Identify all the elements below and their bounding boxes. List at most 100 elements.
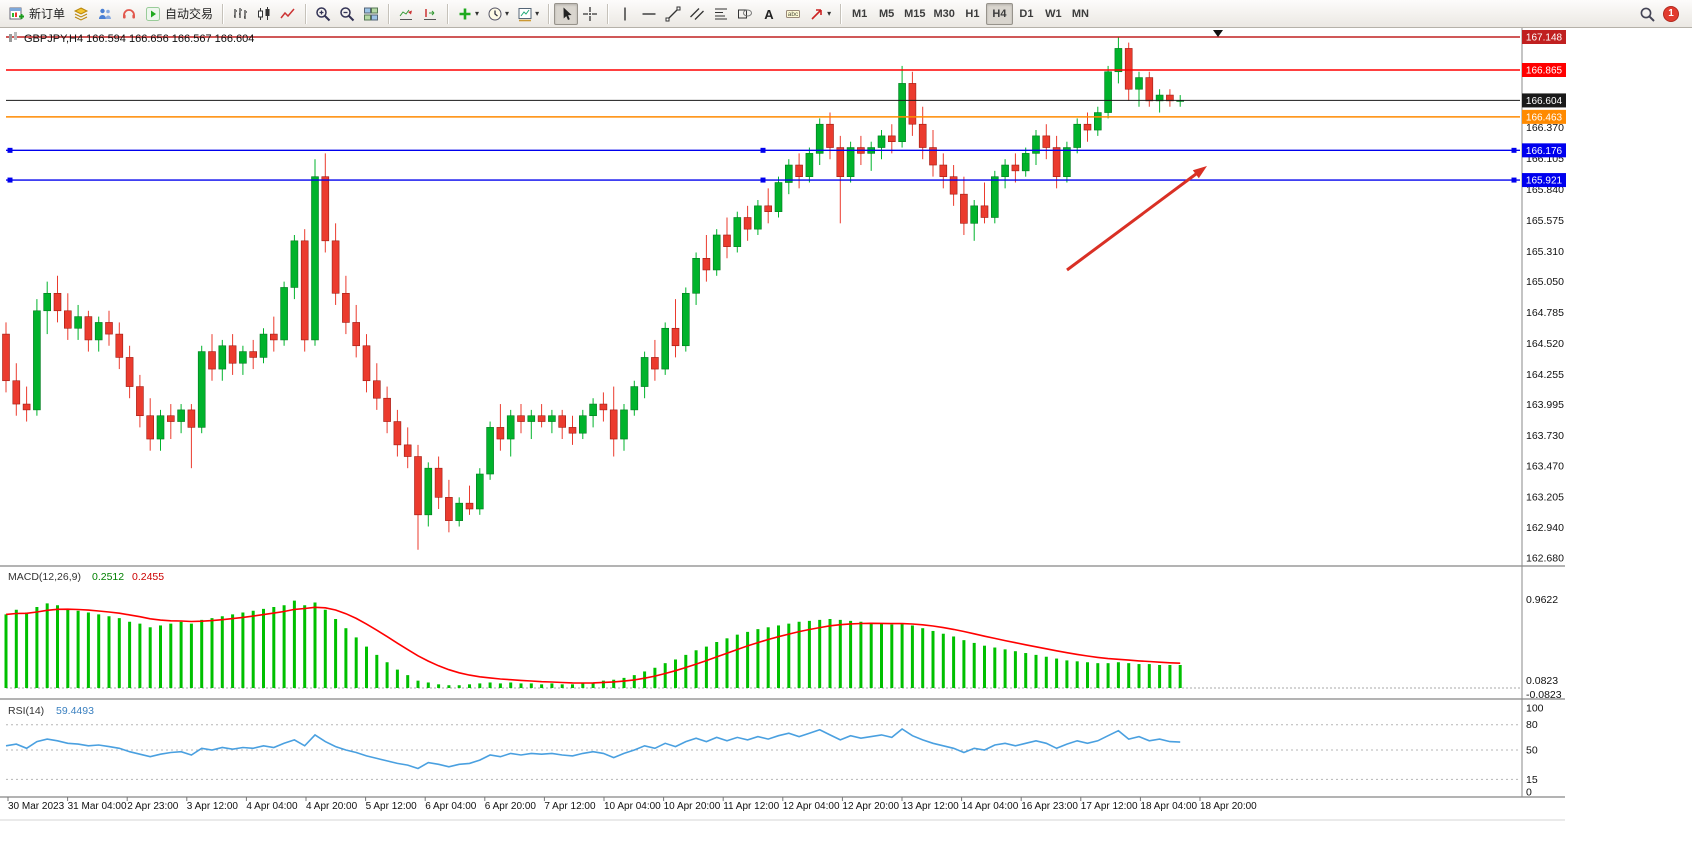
price-tick-label: 166.370 — [1526, 122, 1564, 134]
macd-axis-max: 0.9622 — [1526, 594, 1558, 606]
time-axis-label: 13 Apr 12:00 — [902, 801, 959, 812]
shapes-icon — [737, 6, 753, 22]
time-axis-label: 18 Apr 04:00 — [1140, 801, 1197, 812]
arrow-obj-icon — [809, 6, 825, 22]
chart-shift-button[interactable] — [418, 3, 442, 25]
linechart-icon — [280, 6, 296, 22]
trend-arrow-annotation[interactable] — [1066, 166, 1207, 272]
timeframe-m15-button[interactable]: M15 — [904, 7, 926, 20]
price-tick-label: 162.940 — [1526, 522, 1564, 534]
chart-window[interactable]: GBPJPY,H4 166.594 166.656 166.567 166.60… — [0, 28, 1692, 851]
timeframe-m1-button[interactable]: M1 — [851, 7, 868, 20]
time-axis-label: 12 Apr 20:00 — [842, 801, 899, 812]
cursor-button[interactable] — [554, 2, 579, 25]
timeframe-h1-button[interactable]: H1 — [965, 7, 980, 20]
time-axis-label: 31 Mar 04:00 — [68, 801, 127, 812]
timeframe-m30-button[interactable]: M30 — [933, 7, 955, 20]
line-handle[interactable] — [7, 147, 13, 153]
line-handle[interactable] — [760, 147, 766, 153]
channel-button[interactable] — [685, 3, 709, 25]
macd-histogram — [4, 600, 1182, 688]
toolbar-separator — [607, 3, 609, 24]
price-lines[interactable] — [6, 36, 1520, 183]
new-order-button[interactable]: 新订单 — [5, 3, 69, 25]
rsi-axis-label: 80 — [1526, 719, 1538, 731]
macd-axis-mid: 0.0823 — [1526, 675, 1558, 687]
layers-button[interactable] — [69, 3, 93, 25]
zoom-out-button[interactable] — [335, 3, 359, 25]
search-icon[interactable] — [1639, 6, 1655, 22]
price-badge-label: 166.604 — [1526, 96, 1563, 107]
rsi-axis-label: 50 — [1526, 745, 1538, 757]
text-icon: A — [761, 6, 777, 22]
time-axis-label: 17 Apr 12:00 — [1081, 801, 1138, 812]
indicators-button[interactable]: ▾ — [453, 3, 483, 25]
templates-button[interactable]: ▾ — [513, 3, 543, 25]
rsi-label: RSI(14) — [8, 705, 44, 717]
timeframe-mn-button[interactable]: MN — [1071, 7, 1089, 20]
time-axis-label: 6 Apr 20:00 — [485, 801, 537, 812]
price-tick-label: 164.520 — [1526, 338, 1564, 350]
timeframe-m5-button[interactable]: M5 — [878, 7, 895, 20]
auto-scroll-button[interactable] — [394, 3, 418, 25]
people-icon — [97, 6, 113, 22]
auto-trading-button[interactable]: 自动交易 — [141, 3, 217, 25]
bar-chart-button[interactable] — [228, 3, 252, 25]
toolbar-separator — [548, 3, 550, 24]
shapes-button[interactable] — [733, 3, 757, 25]
tile-windows-button[interactable] — [359, 3, 383, 25]
candlestick-chart-button[interactable] — [252, 3, 276, 25]
fibonacci-button[interactable] — [709, 3, 733, 25]
rsi-axis-label: 100 — [1526, 703, 1544, 715]
timeframe-w1-button[interactable]: W1 — [1045, 7, 1062, 20]
label-icon: abc — [785, 6, 801, 22]
chart-canvas[interactable]: GBPJPY,H4 166.594 166.656 166.567 166.60… — [0, 28, 1692, 851]
zoom-out-icon — [339, 6, 355, 22]
time-axis-label: 4 Apr 20:00 — [306, 801, 358, 812]
line-handle[interactable] — [7, 177, 13, 183]
macd-header: MACD(12,26,9) 0.2512 0.2455 0.9622 0.0823 -0.… — [8, 571, 1562, 701]
notification-badge[interactable]: 1 — [1663, 5, 1679, 22]
fibo-icon — [713, 6, 729, 22]
line-handle[interactable] — [760, 177, 766, 183]
dropdown-caret-icon: ▾ — [505, 9, 510, 18]
line-chart-button[interactable] — [276, 3, 300, 25]
rsi-line — [5, 728, 1181, 770]
zoom-in-button[interactable] — [311, 3, 335, 25]
trendline-button[interactable] — [661, 3, 685, 25]
channel-icon — [689, 6, 705, 22]
crosshair-icon — [582, 6, 598, 22]
toolbar-separator — [222, 3, 224, 24]
text-button[interactable]: A — [757, 3, 781, 25]
time-axis-label: 10 Apr 20:00 — [664, 801, 721, 812]
autoscroll-icon — [398, 6, 414, 22]
support-button[interactable] — [117, 3, 141, 25]
timeframe-d1-button[interactable]: D1 — [1019, 7, 1034, 20]
time-axis: 30 Mar 2023 31 Mar 04:00 2 Apr 23:00 3 Apr … — [7, 797, 1257, 812]
horizontal-line-button[interactable] — [637, 3, 661, 25]
rsi-header: RSI(14) 59.4493 100 80 50 150 — [8, 703, 1544, 799]
new-order-button-label: 新订单 — [29, 7, 66, 21]
arrows-button[interactable]: ▾ — [805, 3, 835, 25]
timeframe-h4-button[interactable]: H4 — [985, 2, 1013, 25]
price-axis: 166.370166.105165.840165.575165.310165.0… — [1526, 122, 1564, 564]
dropdown-caret-icon: ▾ — [535, 9, 540, 18]
trend-icon — [665, 6, 681, 22]
line-handle[interactable] — [1511, 147, 1517, 153]
rsi-axis-label: 0 — [1526, 787, 1532, 799]
price-tick-label: 164.255 — [1526, 369, 1564, 381]
time-axis-label: 3 Apr 12:00 — [187, 801, 239, 812]
price-badge — [1522, 109, 1566, 124]
chart-shift-marker[interactable] — [1213, 30, 1223, 37]
candlestick-series — [2, 37, 1184, 550]
periods-button[interactable]: ▾ — [483, 3, 513, 25]
label-button[interactable]: abc — [781, 3, 805, 25]
candles-icon — [256, 6, 272, 22]
toolbar-separator — [447, 3, 449, 24]
line-handle[interactable] — [1511, 177, 1517, 183]
crosshair-button[interactable] — [578, 3, 602, 25]
vertical-line-button[interactable] — [613, 3, 637, 25]
community-button[interactable] — [93, 3, 117, 25]
price-tick-label: 163.995 — [1526, 399, 1564, 411]
